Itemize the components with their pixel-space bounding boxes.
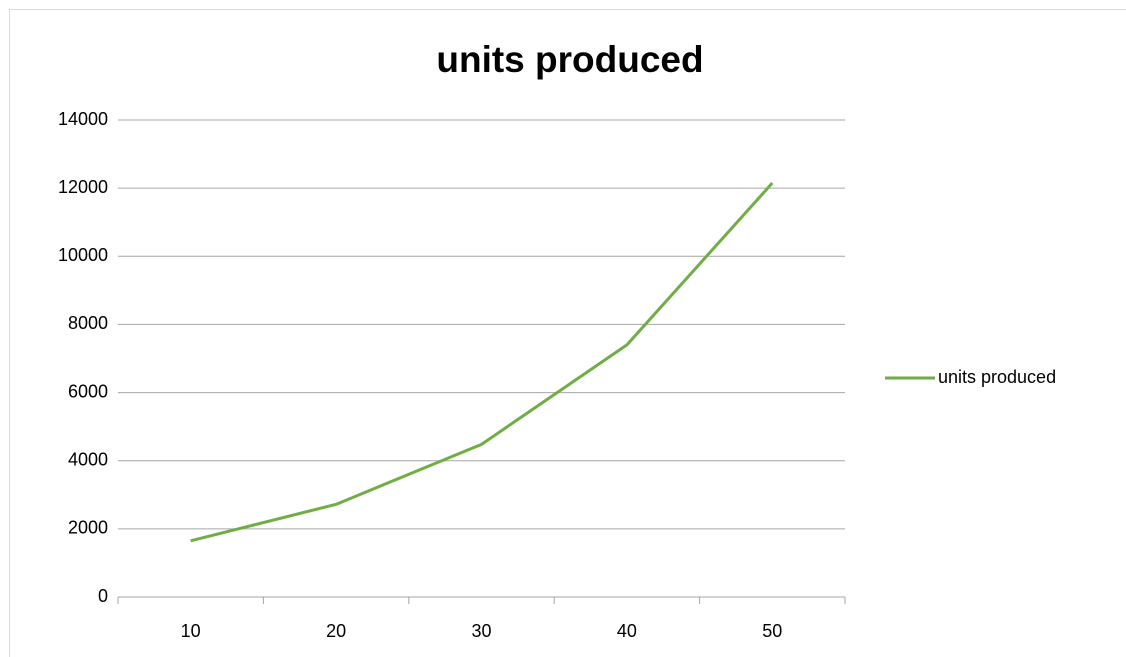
- x-tick-label: 30: [471, 621, 491, 641]
- data-line: [190, 182, 774, 543]
- chart-title: units produced: [436, 39, 703, 80]
- chart-frame: [9, 9, 1126, 657]
- y-tick-label: 6000: [68, 381, 108, 401]
- y-tick-label: 8000: [68, 313, 108, 333]
- x-tick-label: 40: [617, 621, 637, 641]
- x-tick-label: 20: [326, 621, 346, 641]
- legend-label: units produced: [938, 367, 1056, 387]
- y-tick-label: 14000: [58, 109, 108, 129]
- x-tick-label: 50: [762, 621, 782, 641]
- y-tick-label: 10000: [58, 245, 108, 265]
- y-tick-label: 12000: [58, 177, 108, 197]
- y-tick-label: 2000: [68, 518, 108, 538]
- x-tick-label: 10: [181, 621, 201, 641]
- y-tick-label: 0: [98, 586, 108, 606]
- y-tick-label: 4000: [68, 449, 108, 469]
